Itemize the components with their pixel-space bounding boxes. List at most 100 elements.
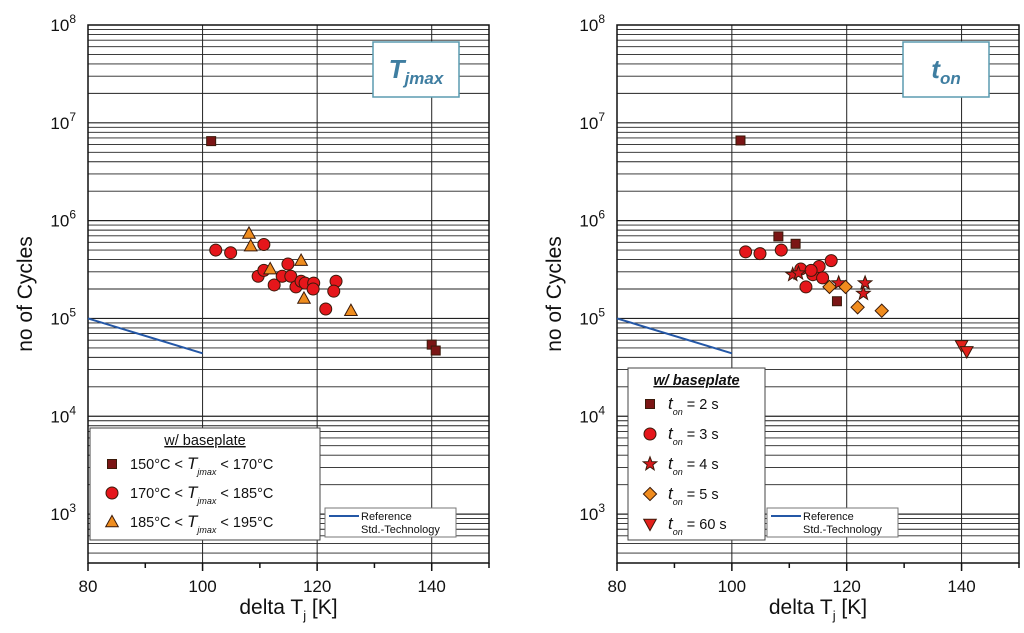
x-tick-label: 120 xyxy=(833,577,861,596)
data-point xyxy=(850,299,865,315)
data-point xyxy=(206,136,217,147)
legend-marker-triangle xyxy=(104,514,120,528)
x-axis-label-sub: j xyxy=(302,608,306,623)
y-tick-base: 10 xyxy=(50,505,69,524)
x-axis-label: delta Tj [K] xyxy=(239,596,337,623)
legend: w/ baseplate 150°C < Tjmax < 170°C 170°C <… xyxy=(89,427,321,541)
legend-marker-circle xyxy=(643,427,657,441)
legend-marker-star xyxy=(641,455,659,471)
data-point xyxy=(855,284,872,301)
legend-entry-sub: on xyxy=(673,497,683,507)
data-point xyxy=(822,279,837,295)
legend-box xyxy=(89,427,321,541)
inset-label-box xyxy=(902,41,990,98)
y-tick-exponent: 4 xyxy=(69,403,76,417)
legend-entry-post: = 5 s xyxy=(683,487,719,503)
legend-entry-label: 185°C < Tjmax < 195°C xyxy=(130,512,273,535)
series-square xyxy=(735,135,842,307)
legend-entry-symbol: T xyxy=(187,512,199,531)
legend-entry-label: ton = 4 s xyxy=(668,454,719,477)
reference-legend-line2: Std.-Technology xyxy=(803,524,882,536)
y-tick-base: 10 xyxy=(579,16,598,35)
y-tick-label: 107 xyxy=(50,110,76,133)
y-tick-label: 104 xyxy=(50,403,76,426)
y-tick-exponent: 6 xyxy=(598,208,605,222)
y-tick-exponent: 7 xyxy=(69,110,76,124)
x-axis-label-unit: [K] xyxy=(306,596,338,619)
y-tick-base: 10 xyxy=(579,505,598,524)
y-tick-label: 105 xyxy=(50,305,76,328)
plot-frame xyxy=(616,24,1020,564)
x-tick-label: 120 xyxy=(303,577,331,596)
x-axis-label-main: delta T xyxy=(769,596,833,619)
y-tick-base: 10 xyxy=(579,212,598,231)
y-tick-base: 10 xyxy=(50,309,69,328)
series-triangle-down xyxy=(954,340,974,360)
legend-entry-sub: on xyxy=(673,467,683,477)
series-star xyxy=(784,264,874,301)
data-point xyxy=(284,269,298,283)
y-tick-label: 103 xyxy=(579,501,605,524)
data-point xyxy=(224,246,238,260)
reference-legend-box xyxy=(766,507,899,538)
data-point xyxy=(263,261,278,275)
reference-legend-line1: Reference xyxy=(361,511,412,523)
legend-entry-post: = 2 s xyxy=(683,397,719,413)
data-point xyxy=(430,345,441,356)
reference-line xyxy=(616,317,733,355)
series-circle xyxy=(209,238,343,316)
y-tick-exponent: 4 xyxy=(598,403,605,417)
y-axis-label: no of Cycles xyxy=(543,236,566,352)
data-point xyxy=(343,303,359,317)
legend-entry-label: ton = 60 s xyxy=(668,514,727,537)
legend-entry-symbol: t xyxy=(668,454,674,473)
reference-line xyxy=(87,317,203,355)
inset-label-sub: jmax xyxy=(403,69,445,88)
legend-entry-pre: 150°C < xyxy=(130,457,187,473)
data-point xyxy=(816,271,830,285)
x-tick-label: 80 xyxy=(608,577,627,596)
y-tick-exponent: 8 xyxy=(69,12,76,26)
series-circle xyxy=(739,243,838,294)
legend-entry-sub: jmax xyxy=(196,496,217,506)
legend-entry-label: ton = 5 s xyxy=(668,484,719,507)
inset-label-main: t xyxy=(931,54,941,84)
legend-entry-symbol: t xyxy=(668,394,674,413)
legend-entry-sub: jmax xyxy=(196,467,217,477)
x-tick-label: 100 xyxy=(188,577,216,596)
y-tick-exponent: 5 xyxy=(69,305,76,319)
x-axis-label-main: delta T xyxy=(239,596,303,619)
legend-entry-pre: 185°C < xyxy=(130,515,187,531)
y-tick-base: 10 xyxy=(579,407,598,426)
y-tick-exponent: 5 xyxy=(598,305,605,319)
x-axis-label: delta Tj [K] xyxy=(769,596,867,623)
y-tick-label: 103 xyxy=(50,501,76,524)
data-point xyxy=(773,231,784,242)
legend-title: w/ baseplate xyxy=(163,433,245,449)
y-tick-label: 106 xyxy=(50,208,76,231)
x-tick-label: 100 xyxy=(718,577,746,596)
legend-entry-symbol: T xyxy=(187,454,199,473)
legend-marker-circle xyxy=(105,486,119,500)
y-tick-exponent: 3 xyxy=(69,501,76,515)
data-point xyxy=(319,302,333,316)
legend-entry-post: < 170°C xyxy=(216,457,273,473)
legend-entry-label: 170°C < Tjmax < 185°C xyxy=(130,483,273,506)
y-tick-exponent: 7 xyxy=(598,110,605,124)
data-point xyxy=(790,238,801,249)
y-tick-label: 108 xyxy=(579,12,605,35)
inset-label-sub: on xyxy=(940,69,961,88)
data-point xyxy=(790,264,807,281)
data-point xyxy=(874,303,890,319)
data-point xyxy=(327,284,341,298)
y-tick-label: 108 xyxy=(50,12,76,35)
x-tick-label: 80 xyxy=(79,577,98,596)
data-point xyxy=(856,274,874,291)
x-tick-label: 140 xyxy=(418,577,446,596)
data-point xyxy=(267,278,281,292)
data-point xyxy=(257,238,271,252)
plot-frame xyxy=(87,24,490,564)
